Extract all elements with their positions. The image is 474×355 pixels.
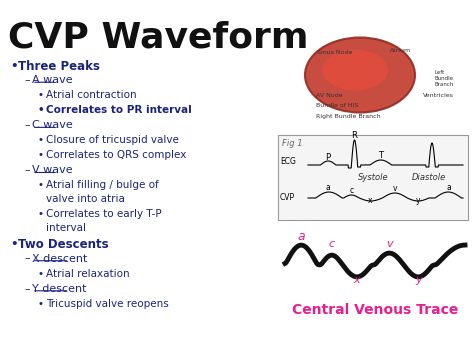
- Text: Systole: Systole: [358, 173, 388, 182]
- Text: y: y: [416, 196, 420, 205]
- Text: x: x: [354, 275, 360, 285]
- Text: •: •: [38, 150, 44, 160]
- Text: X descent: X descent: [32, 253, 87, 263]
- Text: Correlates to PR interval: Correlates to PR interval: [46, 105, 192, 115]
- Text: Ventricles: Ventricles: [423, 93, 454, 98]
- Text: A wave: A wave: [32, 75, 73, 85]
- Text: Central Venous Trace: Central Venous Trace: [292, 303, 458, 317]
- Text: Fig 1: Fig 1: [282, 139, 302, 148]
- Text: Left
Bundle
Branch: Left Bundle Branch: [435, 70, 455, 87]
- Text: Atrial relaxation: Atrial relaxation: [46, 269, 129, 279]
- Text: –: –: [24, 165, 29, 175]
- Text: valve into atria: valve into atria: [46, 194, 125, 204]
- Text: CVP: CVP: [280, 193, 295, 202]
- Text: Atrial filling / bulge of: Atrial filling / bulge of: [46, 180, 159, 190]
- Text: Tricuspid valve reopens: Tricuspid valve reopens: [46, 299, 169, 308]
- Text: •: •: [10, 239, 18, 251]
- Text: interval: interval: [46, 223, 86, 234]
- Text: Diastole: Diastole: [412, 173, 446, 182]
- Text: Two Descents: Two Descents: [18, 239, 109, 251]
- Text: –: –: [24, 253, 29, 263]
- Text: a: a: [297, 230, 305, 243]
- Text: •: •: [38, 105, 45, 115]
- Text: •: •: [38, 180, 44, 190]
- Text: Bundle of HIS: Bundle of HIS: [316, 103, 358, 108]
- Text: –: –: [24, 120, 29, 130]
- Text: Correlates to QRS complex: Correlates to QRS complex: [46, 150, 186, 160]
- Ellipse shape: [322, 49, 388, 91]
- Text: y: y: [415, 275, 421, 285]
- Text: v: v: [392, 184, 397, 193]
- Text: c: c: [329, 239, 335, 249]
- Text: –: –: [24, 75, 29, 85]
- Text: P: P: [326, 153, 331, 162]
- Text: •: •: [38, 135, 44, 145]
- Text: Right Bundle Branch: Right Bundle Branch: [316, 114, 381, 119]
- Text: C wave: C wave: [32, 120, 73, 130]
- Text: V wave: V wave: [32, 165, 73, 175]
- Text: Closure of tricuspid valve: Closure of tricuspid valve: [46, 135, 179, 145]
- Text: AV Node: AV Node: [316, 93, 343, 98]
- Text: •: •: [10, 60, 18, 73]
- Text: ECG: ECG: [280, 158, 296, 166]
- Text: •: •: [38, 299, 44, 308]
- Text: T: T: [378, 151, 383, 160]
- Text: Atrium: Atrium: [390, 48, 411, 53]
- Text: •: •: [38, 90, 44, 100]
- Text: a: a: [326, 183, 330, 192]
- Text: •: •: [38, 269, 44, 279]
- Text: –: –: [24, 284, 29, 294]
- Text: R: R: [352, 131, 357, 140]
- Text: x: x: [368, 196, 372, 205]
- Text: Three Peaks: Three Peaks: [18, 60, 100, 73]
- Text: a: a: [447, 183, 451, 192]
- Text: Correlates to early T-P: Correlates to early T-P: [46, 209, 162, 219]
- Text: Sinus Node: Sinus Node: [317, 50, 352, 55]
- Text: CVP Waveform: CVP Waveform: [8, 20, 309, 54]
- Text: •: •: [38, 209, 44, 219]
- Text: Y descent: Y descent: [32, 284, 86, 294]
- FancyBboxPatch shape: [278, 135, 468, 220]
- Ellipse shape: [305, 38, 415, 113]
- Text: v: v: [386, 239, 393, 249]
- Text: c: c: [349, 186, 354, 195]
- Text: Atrial contraction: Atrial contraction: [46, 90, 137, 100]
